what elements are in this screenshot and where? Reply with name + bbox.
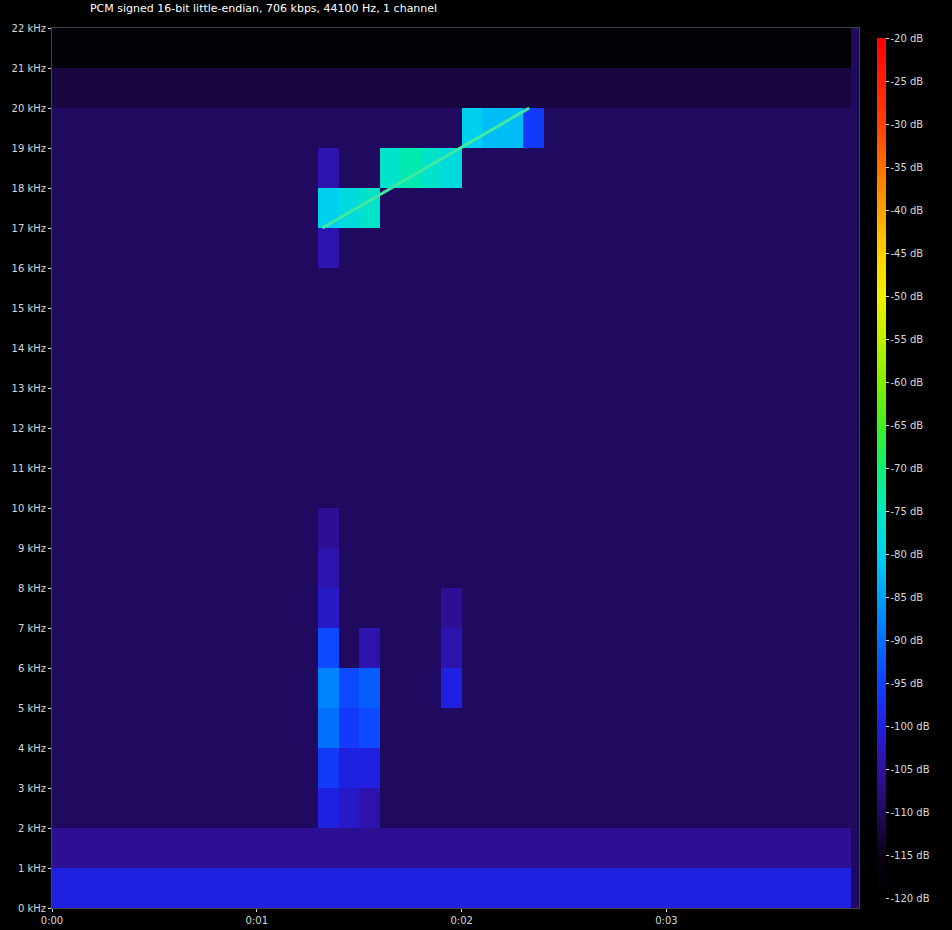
svg-text:19 kHz: 19 kHz — [12, 143, 46, 154]
svg-text:18 kHz: 18 kHz — [12, 183, 46, 194]
svg-text:21 kHz: 21 kHz — [12, 63, 46, 74]
svg-text:-60 dB: -60 dB — [891, 377, 924, 388]
svg-text:3 kHz: 3 kHz — [18, 783, 46, 794]
svg-text:0:00: 0:00 — [41, 915, 63, 926]
svg-text:5 kHz: 5 kHz — [18, 703, 46, 714]
svg-text:10 kHz: 10 kHz — [12, 503, 46, 514]
svg-text:-90 dB: -90 dB — [891, 635, 924, 646]
svg-text:-110 dB: -110 dB — [891, 807, 930, 818]
svg-text:15 kHz: 15 kHz — [12, 303, 46, 314]
svg-text:-115 dB: -115 dB — [891, 850, 930, 861]
svg-text:16 kHz: 16 kHz — [12, 263, 46, 274]
svg-text:-105 dB: -105 dB — [891, 764, 930, 775]
svg-text:-95 dB: -95 dB — [891, 678, 924, 689]
svg-text:20 kHz: 20 kHz — [12, 103, 46, 114]
svg-text:-40 dB: -40 dB — [891, 205, 924, 216]
svg-text:-50 dB: -50 dB — [891, 291, 924, 302]
svg-text:0 kHz: 0 kHz — [18, 903, 46, 914]
svg-text:8 kHz: 8 kHz — [18, 583, 46, 594]
svg-text:-45 dB: -45 dB — [891, 248, 924, 259]
svg-text:-70 dB: -70 dB — [891, 463, 924, 474]
svg-text:11 kHz: 11 kHz — [12, 463, 46, 474]
svg-text:PCM signed 16-bit little-endia: PCM signed 16-bit little-endian, 706 kbp… — [90, 2, 437, 15]
svg-text:1 kHz: 1 kHz — [18, 863, 46, 874]
svg-text:-100 dB: -100 dB — [891, 721, 930, 732]
svg-text:12 kHz: 12 kHz — [12, 423, 46, 434]
svg-text:-35 dB: -35 dB — [891, 162, 924, 173]
svg-text:2 kHz: 2 kHz — [18, 823, 46, 834]
svg-text:22 kHz: 22 kHz — [12, 23, 46, 34]
svg-text:-55 dB: -55 dB — [891, 334, 924, 345]
svg-text:9 kHz: 9 kHz — [18, 543, 46, 554]
svg-text:-25 dB: -25 dB — [891, 76, 924, 87]
svg-text:0:01: 0:01 — [246, 915, 268, 926]
svg-text:7 kHz: 7 kHz — [18, 623, 46, 634]
svg-text:-80 dB: -80 dB — [891, 549, 924, 560]
svg-text:-65 dB: -65 dB — [891, 420, 924, 431]
svg-text:-85 dB: -85 dB — [891, 592, 924, 603]
svg-text:17 kHz: 17 kHz — [12, 223, 46, 234]
svg-text:14 kHz: 14 kHz — [12, 343, 46, 354]
svg-text:6 kHz: 6 kHz — [18, 663, 46, 674]
svg-text:-75 dB: -75 dB — [891, 506, 924, 517]
svg-text:-120 dB: -120 dB — [891, 893, 930, 904]
svg-text:-20 dB: -20 dB — [891, 33, 924, 44]
svg-text:0:02: 0:02 — [450, 915, 472, 926]
svg-text:0:03: 0:03 — [655, 915, 677, 926]
svg-text:13 kHz: 13 kHz — [12, 383, 46, 394]
svg-text:4 kHz: 4 kHz — [18, 743, 46, 754]
svg-text:-30 dB: -30 dB — [891, 119, 924, 130]
